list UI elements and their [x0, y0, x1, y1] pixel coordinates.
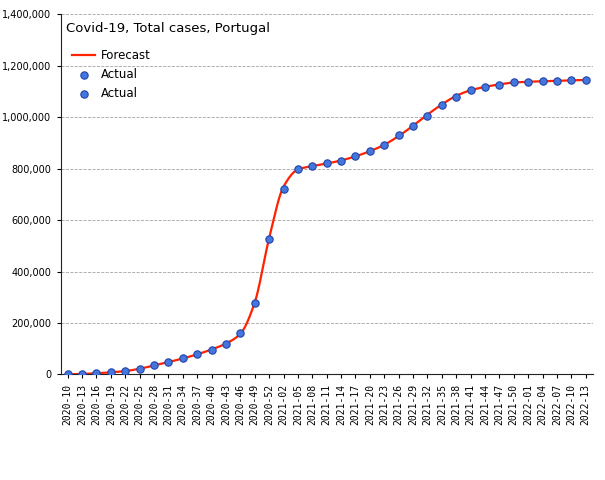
Actual — [235, 329, 245, 337]
Actual — [451, 93, 461, 101]
Forecast — [64, 372, 71, 377]
Actual — [106, 369, 116, 376]
Actual — [279, 185, 289, 193]
Actual — [552, 77, 562, 85]
Actual — [351, 152, 361, 159]
Actual — [91, 370, 101, 377]
Actual — [293, 165, 302, 173]
Actual — [77, 370, 87, 378]
Actual — [163, 359, 173, 366]
Actual — [264, 235, 274, 242]
Actual — [207, 346, 217, 353]
Actual — [581, 76, 590, 84]
Forecast — [582, 77, 589, 83]
Forecast — [468, 87, 476, 93]
Line: Forecast: Forecast — [68, 80, 586, 374]
Actual — [480, 83, 490, 91]
Actual — [120, 367, 130, 375]
Actual — [466, 86, 476, 94]
Actual — [379, 141, 389, 149]
Actual — [523, 78, 533, 86]
Actual — [63, 371, 73, 378]
Actual — [307, 162, 317, 170]
Actual — [422, 112, 432, 120]
Forecast — [420, 115, 427, 120]
Actual — [221, 340, 231, 348]
Forecast — [117, 369, 124, 374]
Actual — [365, 147, 374, 155]
Actual — [509, 78, 518, 86]
Actual — [149, 361, 159, 369]
Forecast — [477, 85, 485, 91]
Forecast — [292, 168, 299, 173]
Actual — [178, 354, 188, 362]
Legend: Forecast, Actual, Actual: Forecast, Actual, Actual — [72, 49, 151, 100]
Actual — [336, 157, 346, 165]
Actual — [192, 350, 202, 358]
Actual — [538, 77, 548, 85]
Text: Covid-19, Total cases, Portugal: Covid-19, Total cases, Portugal — [66, 22, 270, 35]
Actual — [408, 122, 418, 130]
Actual — [437, 101, 446, 108]
Actual — [250, 299, 260, 307]
Actual — [494, 81, 504, 88]
Forecast — [273, 203, 281, 208]
Actual — [322, 160, 332, 168]
Actual — [394, 131, 404, 139]
Actual — [135, 365, 145, 372]
Actual — [566, 76, 576, 84]
